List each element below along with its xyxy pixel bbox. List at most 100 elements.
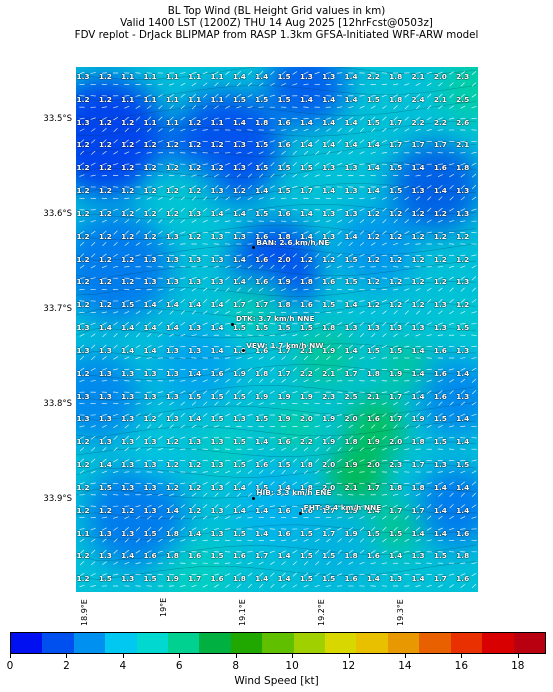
wind-arrow <box>269 287 275 292</box>
grid-value: 1.6 <box>433 345 447 355</box>
wind-arrow <box>236 367 242 372</box>
wind-arrow <box>382 413 387 417</box>
wind-arrow <box>348 561 354 565</box>
wind-arrow <box>336 209 343 211</box>
wind-arrow <box>113 208 119 211</box>
wind-arrow <box>79 344 85 349</box>
wind-arrow <box>225 368 231 371</box>
grid-value: 1.4 <box>232 72 246 81</box>
wind-arrow <box>449 82 454 87</box>
wind-arrow <box>79 549 85 554</box>
wind-arrow <box>303 150 309 155</box>
lon-label-19-1: 19.1°E <box>238 599 247 626</box>
colorbar-segment <box>356 633 388 653</box>
wind-arrow <box>124 368 130 371</box>
grid-value: 1.3 <box>98 528 112 538</box>
wind-arrow <box>359 208 365 212</box>
wind-arrow <box>325 367 331 371</box>
grid-value: 1.2 <box>411 254 425 264</box>
wind-arrow <box>191 287 197 292</box>
wind-arrow <box>393 321 398 326</box>
wind-arrow <box>449 117 455 120</box>
grid-value: 1.3 <box>389 323 403 333</box>
grid-value: 1.3 <box>232 163 246 173</box>
wind-arrow <box>427 105 432 110</box>
wind-arrow <box>381 186 388 188</box>
wind-arrow <box>135 197 141 200</box>
wind-arrow <box>448 527 455 531</box>
wind-arrow <box>314 572 320 577</box>
wind-arrow <box>124 242 130 246</box>
wind-arrow <box>370 310 376 315</box>
wind-arrow <box>247 492 253 497</box>
wind-arrow <box>303 186 309 188</box>
wind-arrow <box>180 515 185 520</box>
wind-arrow <box>236 287 241 292</box>
grid-value: 1.5 <box>299 323 313 333</box>
wind-arrow <box>225 504 230 509</box>
wind-arrow <box>180 310 185 315</box>
wind-arrow <box>258 287 264 292</box>
wind-arrow <box>135 562 141 565</box>
wind-arrow <box>180 128 186 132</box>
grid-value: 1.7 <box>411 505 425 515</box>
wind-arrow <box>303 83 309 86</box>
wind-arrow <box>292 572 297 577</box>
grid-value: 2.1 <box>366 391 380 401</box>
wind-arrow <box>370 197 376 200</box>
field-blob <box>296 327 356 387</box>
wind-arrow <box>382 116 387 121</box>
grid-value: 1.5 <box>232 460 246 470</box>
grid-value: 1.4 <box>232 482 246 492</box>
wind-arrow <box>225 105 231 109</box>
wind-arrow <box>426 174 432 177</box>
grid-value: 1.4 <box>255 186 269 196</box>
wind-arrow <box>359 163 365 165</box>
wind-arrow <box>270 162 275 167</box>
wind-arrow <box>348 344 353 349</box>
wind-arrow <box>426 584 432 588</box>
wind-arrow <box>101 265 107 269</box>
wind-arrow <box>169 390 175 394</box>
wind-arrow <box>146 207 152 212</box>
wind-arrow <box>303 584 309 588</box>
wind-arrow <box>124 402 130 405</box>
wind-arrow <box>449 184 454 190</box>
grid-value: 1.2 <box>188 505 202 515</box>
wind-arrow <box>202 185 208 189</box>
grid-value: 1.2 <box>433 277 447 287</box>
grid-value: 1.3 <box>98 551 112 561</box>
lat-label-33-6: 33.6°S <box>43 209 72 219</box>
wind-arrow <box>359 538 365 543</box>
wind-arrow <box>337 447 342 452</box>
wind-arrow <box>202 437 208 439</box>
wind-arrow <box>325 162 331 166</box>
wind-arrow <box>158 321 163 326</box>
grid-value: 1.7 <box>389 140 403 150</box>
wind-arrow <box>325 265 331 269</box>
colorbar-segment <box>42 633 74 653</box>
grid-value: 1.3 <box>389 574 403 584</box>
streamline <box>76 322 477 339</box>
grid-value: 1.5 <box>232 391 246 401</box>
wind-arrow <box>381 494 388 496</box>
grid-value: 1.4 <box>165 300 179 310</box>
grid-value: 1.5 <box>344 254 358 264</box>
wind-arrow <box>168 345 175 348</box>
grid-value: 1.4 <box>322 186 336 196</box>
wind-arrow <box>348 573 354 576</box>
wind-arrow <box>415 390 421 394</box>
grid-value: 1.3 <box>143 277 157 287</box>
wind-arrow <box>270 367 275 372</box>
wind-arrow <box>381 152 388 154</box>
wind-arrow <box>303 355 309 361</box>
wind-arrow <box>269 448 275 451</box>
wind-arrow <box>359 435 365 440</box>
grid-value: 1.2 <box>121 254 135 264</box>
wind-arrow <box>404 310 409 315</box>
grid-value: 1.1 <box>76 528 90 538</box>
wind-arrow <box>90 174 96 177</box>
wind-arrow <box>203 401 208 406</box>
wind-arrow <box>337 150 342 155</box>
wind-arrow <box>236 82 241 87</box>
